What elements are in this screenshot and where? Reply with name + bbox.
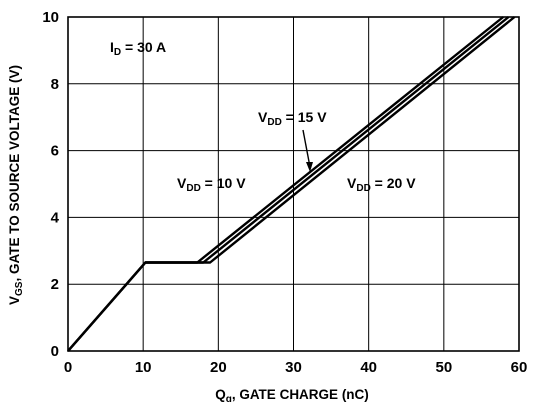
annotation-vdd-15: VDD = 15 V bbox=[258, 109, 327, 128]
x-axis-label: Qg, GATE CHARGE (nC) bbox=[215, 387, 369, 402]
y-tick-label: 6 bbox=[51, 143, 59, 160]
x-tick-labels: 0 10 20 30 40 50 60 bbox=[64, 359, 528, 376]
x-tick-label: 40 bbox=[360, 359, 377, 376]
y-tick-labels: 0 2 4 6 8 10 bbox=[42, 9, 59, 360]
x-tick-label: 10 bbox=[135, 359, 152, 376]
annotation-arrow-line bbox=[302, 129, 311, 168]
series-line-vdd10 bbox=[67, 16, 504, 352]
x-tick-label: 0 bbox=[64, 359, 72, 376]
series-line-vdd20 bbox=[67, 16, 516, 352]
x-tick-label: 30 bbox=[285, 359, 302, 376]
y-tick-label: 8 bbox=[51, 76, 59, 93]
plot-frame bbox=[67, 16, 520, 352]
y-axis-label: VGS, GATE TO SOURCE VOLTAGE (V) bbox=[7, 65, 25, 305]
x-tick-label: 50 bbox=[435, 359, 452, 376]
y-tick-label: 2 bbox=[51, 276, 59, 293]
annotation-arrow-head bbox=[306, 162, 313, 172]
y-tick-label: 0 bbox=[51, 343, 59, 360]
series-group bbox=[67, 16, 516, 352]
annotation-vdd-20: VDD = 20 V bbox=[347, 175, 416, 194]
annotation-vdd-10: VDD = 10 V bbox=[177, 175, 246, 194]
x-tick-label: 20 bbox=[210, 359, 227, 376]
y-tick-label: 10 bbox=[42, 9, 59, 26]
y-tick-label: 4 bbox=[51, 209, 60, 226]
x-tick-label: 60 bbox=[511, 359, 528, 376]
annotation-id: ID = 30 A bbox=[110, 39, 166, 58]
